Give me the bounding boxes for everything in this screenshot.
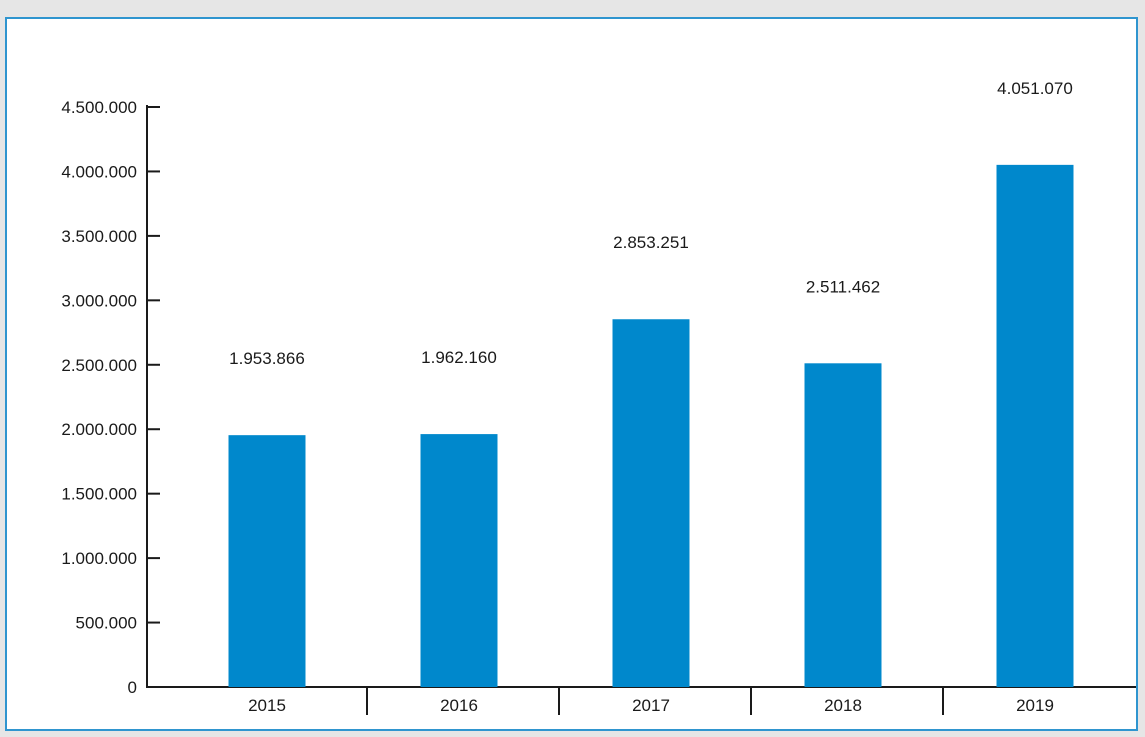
y-tick-label: 3.000.000	[61, 291, 137, 310]
y-tick-label: 2.500.000	[61, 356, 137, 375]
bar	[228, 435, 306, 687]
x-axis: 2015 2016 2017 2018 2019	[147, 686, 1136, 715]
data-label: 4.051.070	[997, 79, 1073, 98]
x-tick-label: 2016	[440, 696, 478, 715]
chart-frame	[5, 17, 1138, 731]
y-tick-label: 1.500.000	[61, 485, 137, 504]
data-labels: 1.953.866 1.962.160 2.853.251 2.511.462 4.05…	[229, 79, 1073, 368]
y-tick-label: 1.000.000	[61, 549, 137, 568]
x-tick-label: 2018	[824, 696, 862, 715]
data-label: 2.853.251	[613, 233, 689, 252]
x-tick-label: 2019	[1016, 696, 1054, 715]
data-label: 1.962.160	[421, 348, 497, 367]
y-tick-label: 2.000.000	[61, 420, 137, 439]
bar	[612, 319, 690, 687]
y-axis: 0 500.000 1.000.000 1.500.000 2.000.000 2.500…	[61, 98, 160, 697]
y-tick-label: 3.500.000	[61, 227, 137, 246]
bar	[804, 363, 882, 687]
x-tick-label: 2015	[248, 696, 286, 715]
bar	[420, 434, 498, 687]
y-tick-label: 0	[128, 678, 137, 697]
data-label: 2.511.462	[806, 277, 880, 296]
x-tick-label: 2017	[632, 696, 670, 715]
y-tick-label: 500.000	[76, 614, 137, 633]
data-label: 1.953.866	[229, 349, 305, 368]
y-tick-label: 4.500.000	[61, 98, 137, 117]
y-tick-label: 4.000.000	[61, 162, 137, 181]
bars	[228, 164, 1074, 688]
bar	[996, 164, 1074, 688]
